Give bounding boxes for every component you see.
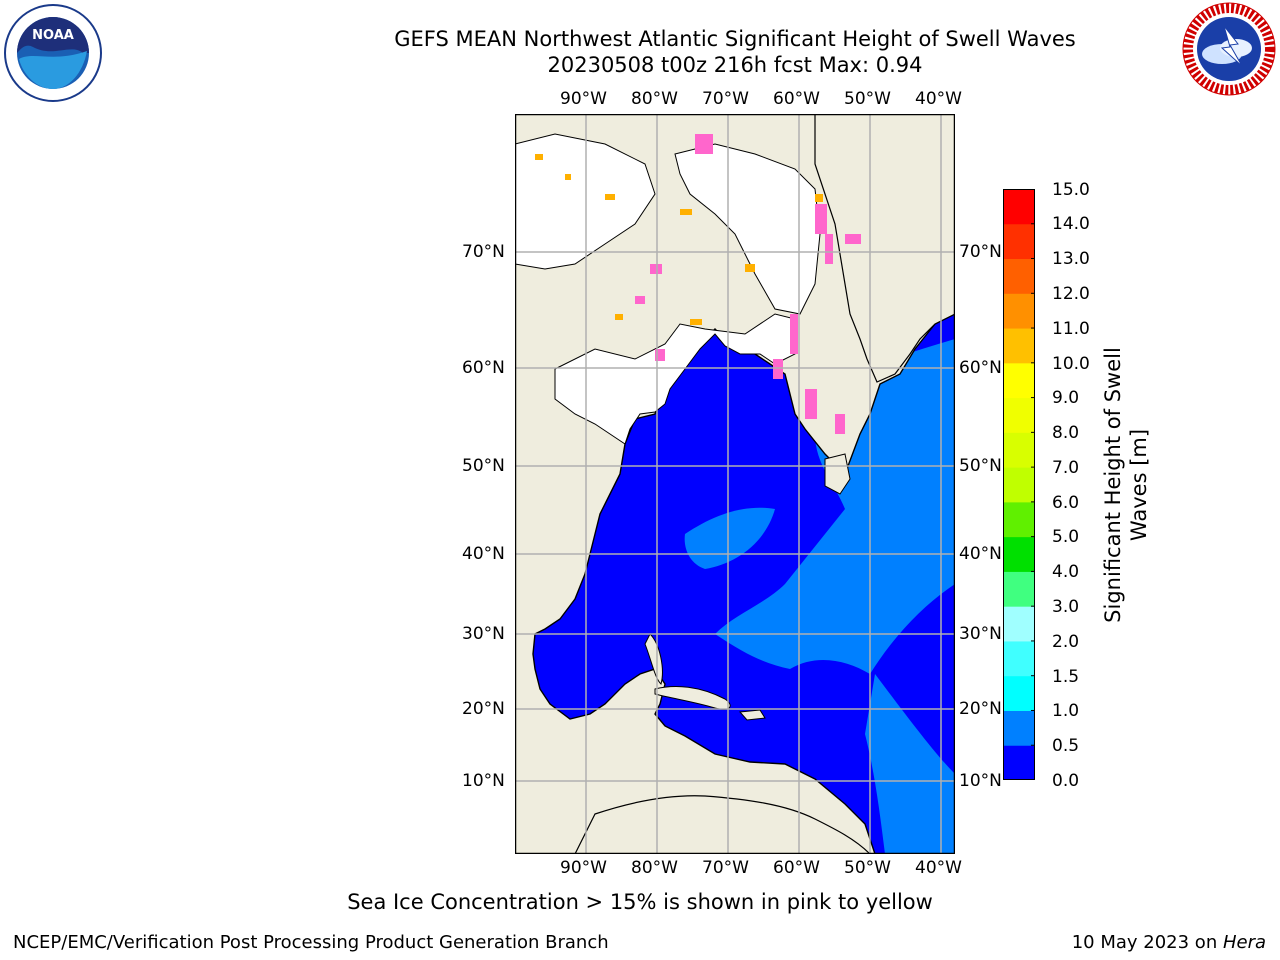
title-line-2: 20230508 t00z 216h fcst Max: 0.94	[547, 53, 923, 77]
colorbar-bin-13-14	[1003, 223, 1035, 260]
swell-area-east	[865, 674, 955, 854]
colorbar-bin-11-12	[1003, 293, 1035, 329]
arctic-islands-ice	[514, 133, 656, 270]
graticule	[515, 114, 955, 854]
lon-label-top-90w: 90°W	[560, 89, 607, 109]
noaa-logo: NOAA	[3, 3, 103, 103]
land-cuba	[654, 685, 731, 710]
lon-label-bottom-50w: 50°W	[844, 858, 891, 878]
colorbar-tick-7.0: 7.0	[1052, 458, 1080, 478]
colorbar-tick-14.0: 14.0	[1052, 214, 1090, 234]
title-line-1: GEFS MEAN Northwest Atlantic Significant…	[394, 27, 1076, 51]
lat-label-left-40n: 40°N	[462, 544, 505, 564]
colorbar-bin-0-0.5	[1003, 745, 1035, 781]
footer-left: NCEP/EMC/Verification Post Processing Pr…	[13, 932, 609, 953]
sea-ice-fringe-orange	[535, 154, 823, 325]
colorbar-frame	[1003, 189, 1035, 780]
baffin-ice	[674, 143, 821, 315]
footer-right: 10 May 2023 on Hera	[1072, 932, 1266, 953]
colorbar-tick-13.0: 13.0	[1052, 249, 1090, 269]
lat-label-right-40n: 40°N	[959, 544, 1002, 564]
lon-label-bottom-80w: 80°W	[631, 858, 678, 878]
footer-host: Hera	[1222, 932, 1266, 953]
colorbar-tick-6.0: 6.0	[1052, 493, 1080, 513]
lat-label-left-50n: 50°N	[462, 456, 505, 476]
lon-label-top-50w: 50°W	[844, 89, 891, 109]
colorbar-tick-1.5: 1.5	[1052, 667, 1080, 687]
colorbar	[1003, 188, 1035, 781]
colorbar-bin-1.5-2	[1003, 640, 1035, 677]
lon-label-bottom-70w: 70°W	[702, 858, 749, 878]
lat-label-left-20n: 20°N	[462, 699, 505, 719]
lat-label-left-60n: 60°N	[462, 358, 505, 378]
land-hispaniola	[738, 709, 766, 721]
lon-label-top-60w: 60°W	[773, 89, 820, 109]
colorbar-tick-4.0: 4.0	[1052, 562, 1080, 582]
lon-label-top-70w: 70°W	[702, 89, 749, 109]
colorbar-bin-7-8	[1003, 432, 1035, 468]
lat-label-left-10n: 10°N	[462, 771, 505, 791]
colorbar-bin-6-7	[1003, 467, 1035, 503]
swell-area-05-10	[715, 339, 955, 674]
colorbar-bin-10-11	[1003, 328, 1035, 364]
lat-label-left-30n: 30°N	[462, 624, 505, 644]
lat-label-right-60n: 60°N	[959, 358, 1002, 378]
colorbar-bin-4-5	[1003, 536, 1035, 572]
colorbar-bin-1-1.5	[1003, 675, 1035, 711]
plot-title: GEFS MEAN Northwest Atlantic Significant…	[200, 26, 1270, 78]
colorbar-tick-10.0: 10.0	[1052, 354, 1090, 374]
sea-ice-note: Sea Ice Concentration > 15% is shown in …	[347, 890, 933, 914]
land-north-america	[514, 113, 956, 855]
map-svg	[514, 113, 956, 855]
colorbar-tick-5.0: 5.0	[1052, 527, 1080, 547]
colorbar-tick-8.0: 8.0	[1052, 423, 1080, 443]
map-panel	[514, 113, 956, 855]
colorbar-bin-14-15	[1003, 189, 1035, 225]
colorbar-svg	[1003, 188, 1035, 781]
land-newfoundland	[824, 453, 851, 495]
lat-label-left-70n: 70°N	[462, 242, 505, 262]
colorbar-bin-9-10	[1003, 362, 1035, 399]
colorbar-tick-1.0: 1.0	[1052, 701, 1080, 721]
colorbar-bin-8-9	[1003, 397, 1035, 433]
colorbar-bin-0.5-1	[1003, 710, 1035, 746]
colorbar-title: Significant Height of Swell Waves [m]	[1101, 347, 1151, 623]
noaa-logo-text: NOAA	[32, 28, 74, 43]
colorbar-tick-11.0: 11.0	[1052, 319, 1090, 339]
land-south-america	[574, 795, 872, 855]
colorbar-tick-3.0: 3.0	[1052, 597, 1080, 617]
hudson-bay-ice	[554, 313, 796, 445]
lat-label-right-70n: 70°N	[959, 242, 1002, 262]
lon-label-bottom-60w: 60°W	[773, 858, 820, 878]
map-frame	[514, 113, 956, 855]
colorbar-bin-3-4	[1003, 571, 1035, 607]
nws-logo	[1180, 0, 1278, 98]
lat-label-right-50n: 50°N	[959, 456, 1002, 476]
colorbar-bin-12-13	[1003, 258, 1035, 294]
colorbar-tick-9.0: 9.0	[1052, 388, 1080, 408]
colorbar-bin-2-3	[1003, 606, 1035, 642]
lat-label-right-20n: 20°N	[959, 699, 1002, 719]
lat-label-right-30n: 30°N	[959, 624, 1002, 644]
lon-label-top-40w: 40°W	[915, 89, 962, 109]
footer-date: 10 May 2023 on	[1071, 932, 1223, 953]
lat-label-right-10n: 10°N	[959, 771, 1002, 791]
colorbar-tick-15.0: 15.0	[1052, 180, 1090, 200]
lon-label-bottom-90w: 90°W	[560, 858, 607, 878]
lon-label-bottom-40w: 40°W	[915, 858, 962, 878]
colorbar-tick-0.5: 0.5	[1052, 736, 1080, 756]
lon-label-top-80w: 80°W	[631, 89, 678, 109]
sea-ice-fringe	[635, 134, 861, 434]
colorbar-tick-12.0: 12.0	[1052, 284, 1090, 304]
colorbar-tick-2.0: 2.0	[1052, 632, 1080, 652]
colorbar-tick-0.0: 0.0	[1052, 771, 1080, 791]
colorbar-bin-5-6	[1003, 501, 1035, 538]
